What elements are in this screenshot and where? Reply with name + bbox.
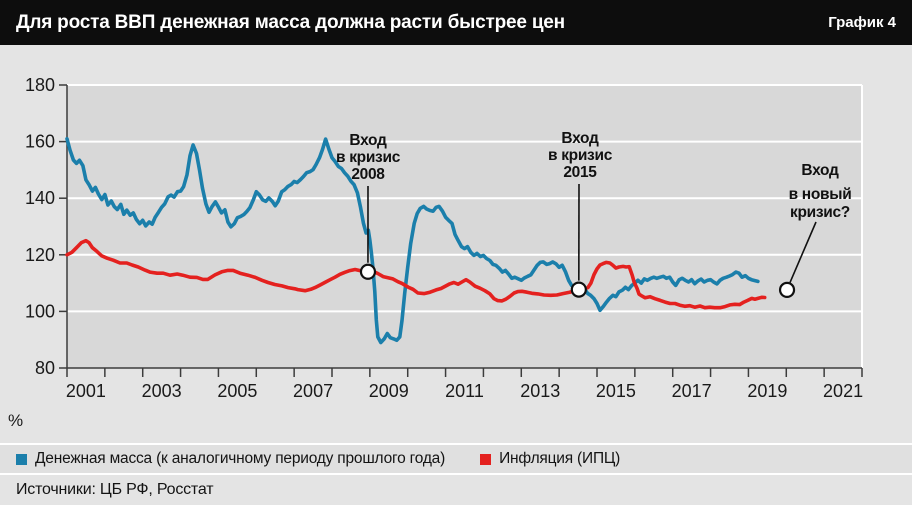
- crisis-new-connector: [789, 221, 817, 283]
- crisis-2015-marker: [570, 281, 587, 298]
- y-tick-label-140: 140: [25, 188, 55, 208]
- crisis-2008-label: Вход в кризис 2008: [336, 132, 401, 183]
- y-tick-label-120: 120: [25, 245, 55, 265]
- x-tick-label-2001: 2001: [66, 381, 106, 401]
- legend-item-1: Инфляция (ИПЦ): [480, 450, 620, 468]
- unit-label: %: [8, 411, 23, 430]
- x-tick-label-2003: 2003: [142, 381, 182, 401]
- crisis-2015-label: Вход в кризис 2015: [548, 130, 613, 181]
- x-tick-label-2007: 2007: [293, 381, 333, 401]
- crisis-new-marker: [778, 281, 796, 298]
- sources-text: Источники: ЦБ РФ, Росстат: [16, 481, 214, 498]
- legend-label-0: Денежная масса (к аналогичному периоду п…: [35, 450, 446, 467]
- chart-title: Для роста ВВП денежная масса должна раст…: [16, 11, 565, 33]
- legend-item-0: Денежная масса (к аналогичному периоду п…: [16, 450, 445, 468]
- money-supply-line: [65, 137, 760, 345]
- x-tick-label-2019: 2019: [747, 381, 787, 401]
- legend: Денежная масса (к аналогичному периоду п…: [0, 443, 912, 473]
- x-tick-label-2017: 2017: [672, 381, 712, 401]
- legend-swatch-0: [16, 453, 27, 465]
- crisis-new-label: Вход в новый кризис?: [789, 162, 852, 221]
- chart-number-tag: График 4: [828, 14, 896, 31]
- x-tick-label-2013: 2013: [520, 381, 560, 401]
- chart-canvas: 180 160 140 120 100 80 2001 2003 2005 2007 2009 201…: [8, 75, 863, 430]
- crisis-2008-marker: [359, 263, 377, 280]
- x-tick-label-2015: 2015: [596, 381, 636, 401]
- y-tick-label-80: 80: [35, 358, 55, 378]
- sources-row: Источники: ЦБ РФ, Росстат: [0, 473, 912, 505]
- inflation-line: [65, 238, 767, 310]
- y-tick-label-180: 180: [25, 75, 55, 95]
- legend-label-1: Инфляция (ИПЦ): [499, 450, 621, 467]
- x-tick-label-2009: 2009: [369, 381, 409, 401]
- x-tick-label-2021: 2021: [823, 381, 863, 401]
- y-tick-label-160: 160: [25, 132, 55, 152]
- y-tick-label-100: 100: [25, 301, 55, 321]
- plot-area: [67, 85, 862, 368]
- legend-swatch-1: [480, 453, 492, 465]
- x-tick-label-2005: 2005: [217, 381, 257, 401]
- x-tick-label-2011: 2011: [445, 381, 484, 401]
- title-bar: Для роста ВВП денежная масса должна раст…: [0, 0, 912, 45]
